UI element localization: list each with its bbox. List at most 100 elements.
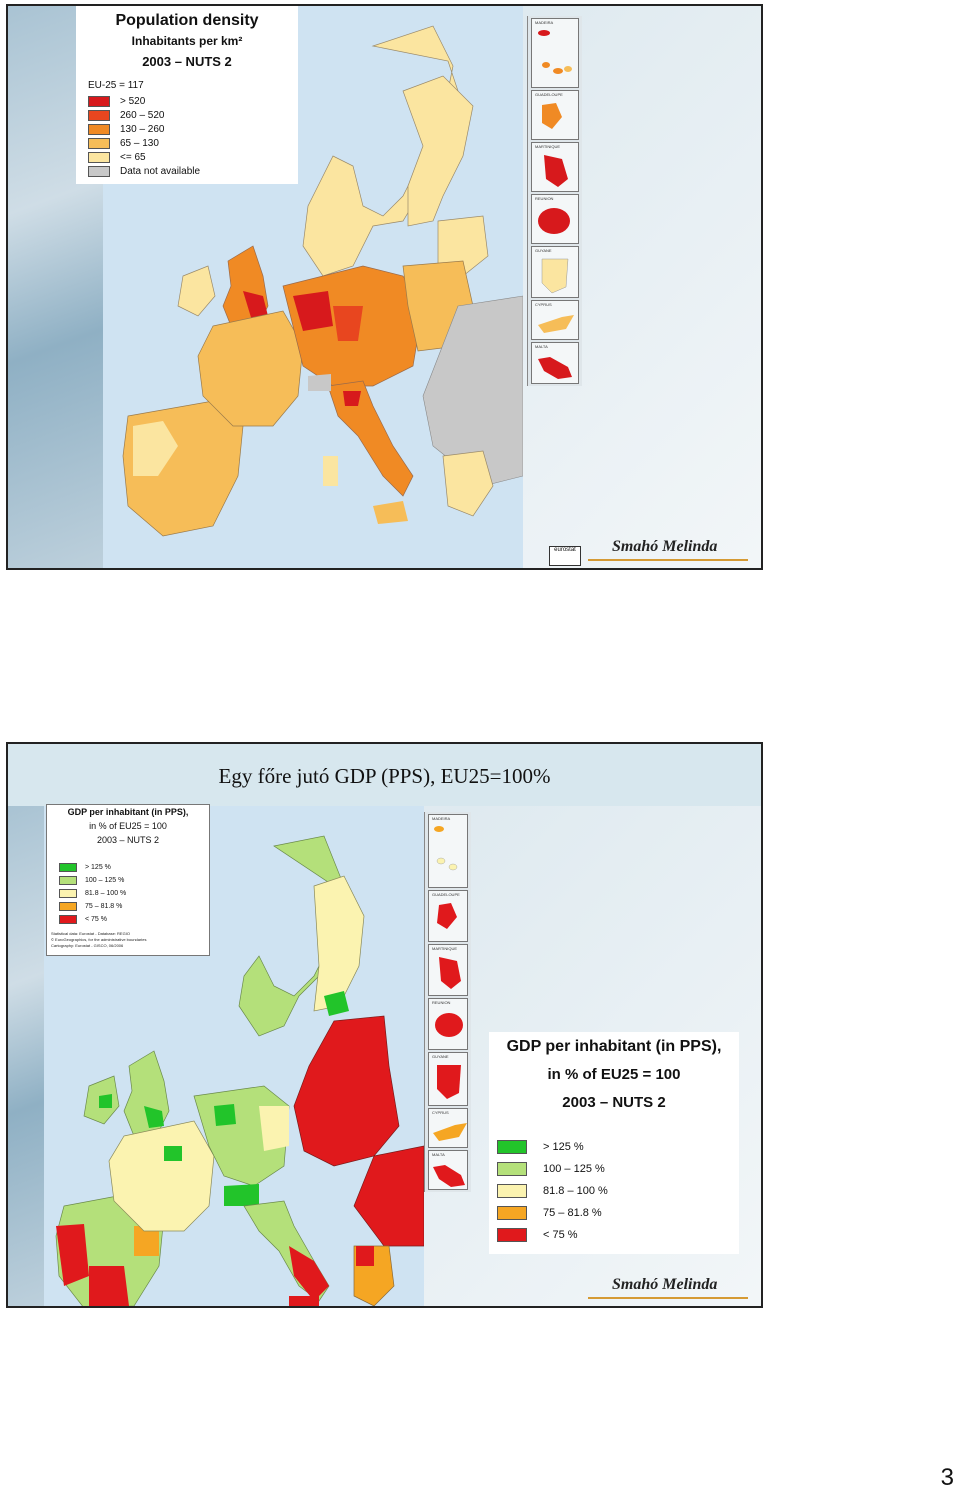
legend-row: <= 65 xyxy=(88,152,146,163)
legend-label: > 125 % xyxy=(85,864,111,871)
legend-year: 2003 – NUTS 2 xyxy=(96,835,160,845)
legend-row: 81.8 – 100 % xyxy=(497,1184,608,1198)
legend-label: Data not available xyxy=(120,166,201,177)
legend-label: 130 – 260 xyxy=(120,124,165,135)
inset-label: REUNION xyxy=(535,196,554,201)
legend-row: 75 – 81.8 % xyxy=(59,902,122,911)
legend-label: 75 – 81.8 % xyxy=(543,1207,602,1219)
legend-row: 65 – 130 xyxy=(88,138,159,149)
inset-guadeloupe: GUADELOUPE xyxy=(531,90,579,140)
legend-subtitle: in % of EU25 = 100 xyxy=(89,821,167,831)
inset-label: CYPRUS xyxy=(432,1110,449,1115)
author-name: Smahó Melinda xyxy=(612,1276,718,1293)
legend-label: 81.8 – 100 % xyxy=(543,1185,608,1197)
inset-malta: MALTA xyxy=(531,342,579,384)
legend-swatch xyxy=(59,876,77,885)
author-name: Smahó Melinda xyxy=(612,538,718,555)
legend-swatch xyxy=(88,96,110,107)
map-credits: Statistical data: Eurostat - Database: R… xyxy=(51,931,146,949)
inset-label: MARTINIQUE xyxy=(535,144,561,149)
legend-year: 2003 – NUTS 2 xyxy=(562,1094,666,1111)
legend-eu-average: EU-25 = 117 xyxy=(88,80,144,91)
inset-label: MALTA xyxy=(432,1152,445,1157)
legend-label: > 520 xyxy=(120,96,146,107)
legend-label: 100 – 125 % xyxy=(85,877,125,884)
legend-swatch xyxy=(88,138,110,149)
inset-label: MARTINIQUE xyxy=(432,946,458,951)
legend-swatch xyxy=(59,902,77,911)
inset-label: GUYANE xyxy=(535,248,552,253)
outermost-regions-insets: MADEIRA GUADELOUPE MARTINIQUE REUNION GU… xyxy=(527,16,582,386)
inset-malta: MALTA xyxy=(428,1150,468,1190)
legend-swatch xyxy=(497,1206,527,1220)
inset-guadeloupe: GUADELOUPE xyxy=(428,890,468,942)
legend-row: < 75 % xyxy=(497,1228,578,1242)
inset-madeira-canarias: MADEIRA xyxy=(531,18,579,88)
legend-label: <= 65 xyxy=(120,152,146,163)
slide-gdp-per-capita: Egy főre jutó GDP (PPS), EU25=100% xyxy=(6,742,763,1308)
inset-cyprus: CYPRUS xyxy=(531,300,579,340)
legend-row: 100 – 125 % xyxy=(497,1162,605,1176)
legend-title: GDP per inhabitant (in PPS), xyxy=(67,807,189,817)
inset-label: GUADELOUPE xyxy=(535,92,563,97)
legend-swatch xyxy=(497,1184,527,1198)
outermost-regions-insets: MADEIRA GUADELOUPE MARTINIQUE REUNION GU… xyxy=(424,812,471,1192)
legend-swatch xyxy=(88,166,110,177)
slide-title-bar: Egy főre jutó GDP (PPS), EU25=100% xyxy=(8,744,761,806)
legend-label: 75 – 81.8 % xyxy=(85,903,123,910)
legend-swatch xyxy=(497,1162,527,1176)
inset-reunion: REUNION xyxy=(531,194,579,244)
legend-swatch xyxy=(59,863,77,872)
legend-row: 81.8 – 100 % xyxy=(59,889,126,898)
legend-label: 65 – 130 xyxy=(120,138,159,149)
legend-label: < 75 % xyxy=(543,1229,578,1241)
legend-row: 75 – 81.8 % xyxy=(497,1206,602,1220)
inset-martinique: MARTINIQUE xyxy=(428,944,468,996)
legend-swatch xyxy=(59,889,77,898)
map-legend-small: GDP per inhabitant (in PPS), in % of EU2… xyxy=(46,804,210,956)
inset-label: REUNION xyxy=(432,1000,451,1005)
legend-subtitle-year: 2003 – NUTS 2 xyxy=(142,54,232,69)
legend-row: > 125 % xyxy=(59,863,111,872)
slide-title: Egy főre jutó GDP (PPS), EU25=100% xyxy=(218,764,551,788)
legend-label: 100 – 125 % xyxy=(543,1163,605,1175)
page-number: 3 xyxy=(940,1464,954,1491)
inset-label: MADEIRA xyxy=(432,816,451,821)
legend-label: < 75 % xyxy=(85,916,107,923)
credit-line: Cartography: Eurostat - GISCO, 06/2006 xyxy=(51,943,124,948)
legend-subtitle: in % of EU25 = 100 xyxy=(547,1066,681,1083)
map-legend-enlarged: GDP per inhabitant (in PPS), in % of EU2… xyxy=(489,1032,739,1254)
legend-row: 130 – 260 xyxy=(88,124,165,135)
legend-label: > 125 % xyxy=(543,1141,584,1153)
decorative-photo-strip xyxy=(8,806,48,1306)
legend-label: 81.8 – 100 % xyxy=(85,890,127,897)
inset-label: CYPRUS xyxy=(535,302,552,307)
inset-label: MADEIRA xyxy=(535,20,554,25)
author-underline xyxy=(588,559,748,561)
legend-row: < 75 % xyxy=(59,915,107,924)
slide-population-density: Population density Inhabitants per km² 2… xyxy=(6,4,763,570)
legend-row: > 125 % xyxy=(497,1140,584,1154)
inset-label: MALTA xyxy=(535,344,548,349)
author-underline xyxy=(588,1297,748,1299)
legend-swatch xyxy=(497,1228,527,1242)
inset-martinique: MARTINIQUE xyxy=(531,142,579,192)
eurostat-logo: eurostat xyxy=(549,546,581,566)
inset-reunion: REUNION xyxy=(428,998,468,1050)
legend-row: > 520 xyxy=(88,96,145,107)
legend-title: Population density xyxy=(115,12,259,29)
credit-line: Statistical data: Eurostat - Database: R… xyxy=(51,931,130,936)
inset-madeira-canarias: MADEIRA xyxy=(428,814,468,888)
legend-swatch xyxy=(88,124,110,135)
inset-guyane: GUYANE xyxy=(531,246,579,298)
legend-title: GDP per inhabitant (in PPS), xyxy=(506,1038,722,1055)
legend-swatch xyxy=(59,915,77,924)
inset-guyane: GUYANE xyxy=(428,1052,468,1106)
legend-row: 100 – 125 % xyxy=(59,876,124,885)
map-legend: Population density Inhabitants per km² 2… xyxy=(76,6,298,184)
legend-label: 260 – 520 xyxy=(120,110,165,121)
legend-row: Data not available xyxy=(88,166,200,177)
legend-swatch xyxy=(88,110,110,121)
legend-row: 260 – 520 xyxy=(88,110,165,121)
legend-swatch xyxy=(88,152,110,163)
